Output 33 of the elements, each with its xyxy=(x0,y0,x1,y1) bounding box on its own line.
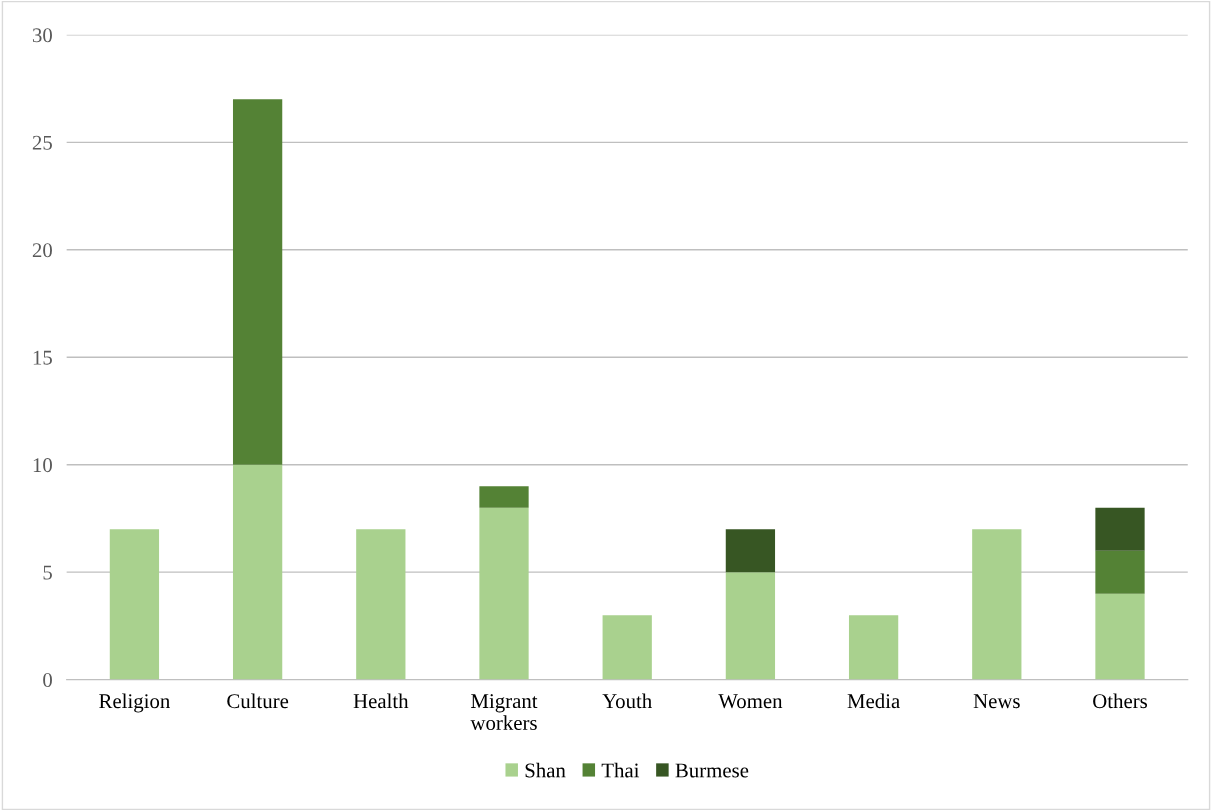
x-tick-label: Religion xyxy=(99,693,170,713)
x-tick-label: Youth xyxy=(602,693,652,709)
bar xyxy=(972,529,1022,680)
x-tick-label: Media xyxy=(847,693,900,709)
bar xyxy=(725,529,776,573)
legend-label: Shan xyxy=(525,762,566,778)
bar xyxy=(479,507,529,680)
bar xyxy=(1095,550,1145,594)
legend-label: Thai xyxy=(601,762,640,778)
y-tick-label: 0 xyxy=(43,672,52,688)
bar xyxy=(602,615,652,680)
x-tick-label: Culture xyxy=(227,693,289,709)
bar xyxy=(725,572,776,680)
y-tick-label: 10 xyxy=(33,458,52,473)
bar xyxy=(356,529,406,680)
bar xyxy=(479,486,529,508)
x-tick-label: Health xyxy=(353,693,409,709)
y-tick-label: 20 xyxy=(32,243,52,258)
bar xyxy=(232,99,283,465)
y-tick-label: 25 xyxy=(32,135,52,150)
x-tick-label: Others xyxy=(1093,693,1148,709)
legend-label: Burmese xyxy=(675,763,749,778)
y-tick-label: 30 xyxy=(32,28,52,43)
bar xyxy=(109,529,160,680)
x-tick-label: News xyxy=(973,694,1020,709)
bar xyxy=(1095,507,1145,551)
bar xyxy=(1095,593,1145,680)
y-tick-label: 5 xyxy=(43,565,52,580)
y-tick-label: 15 xyxy=(33,350,52,365)
x-tick-label: Migrant workers xyxy=(470,694,538,730)
x-tick-label: Women xyxy=(718,694,783,709)
bar xyxy=(848,615,899,680)
bar xyxy=(232,464,283,680)
